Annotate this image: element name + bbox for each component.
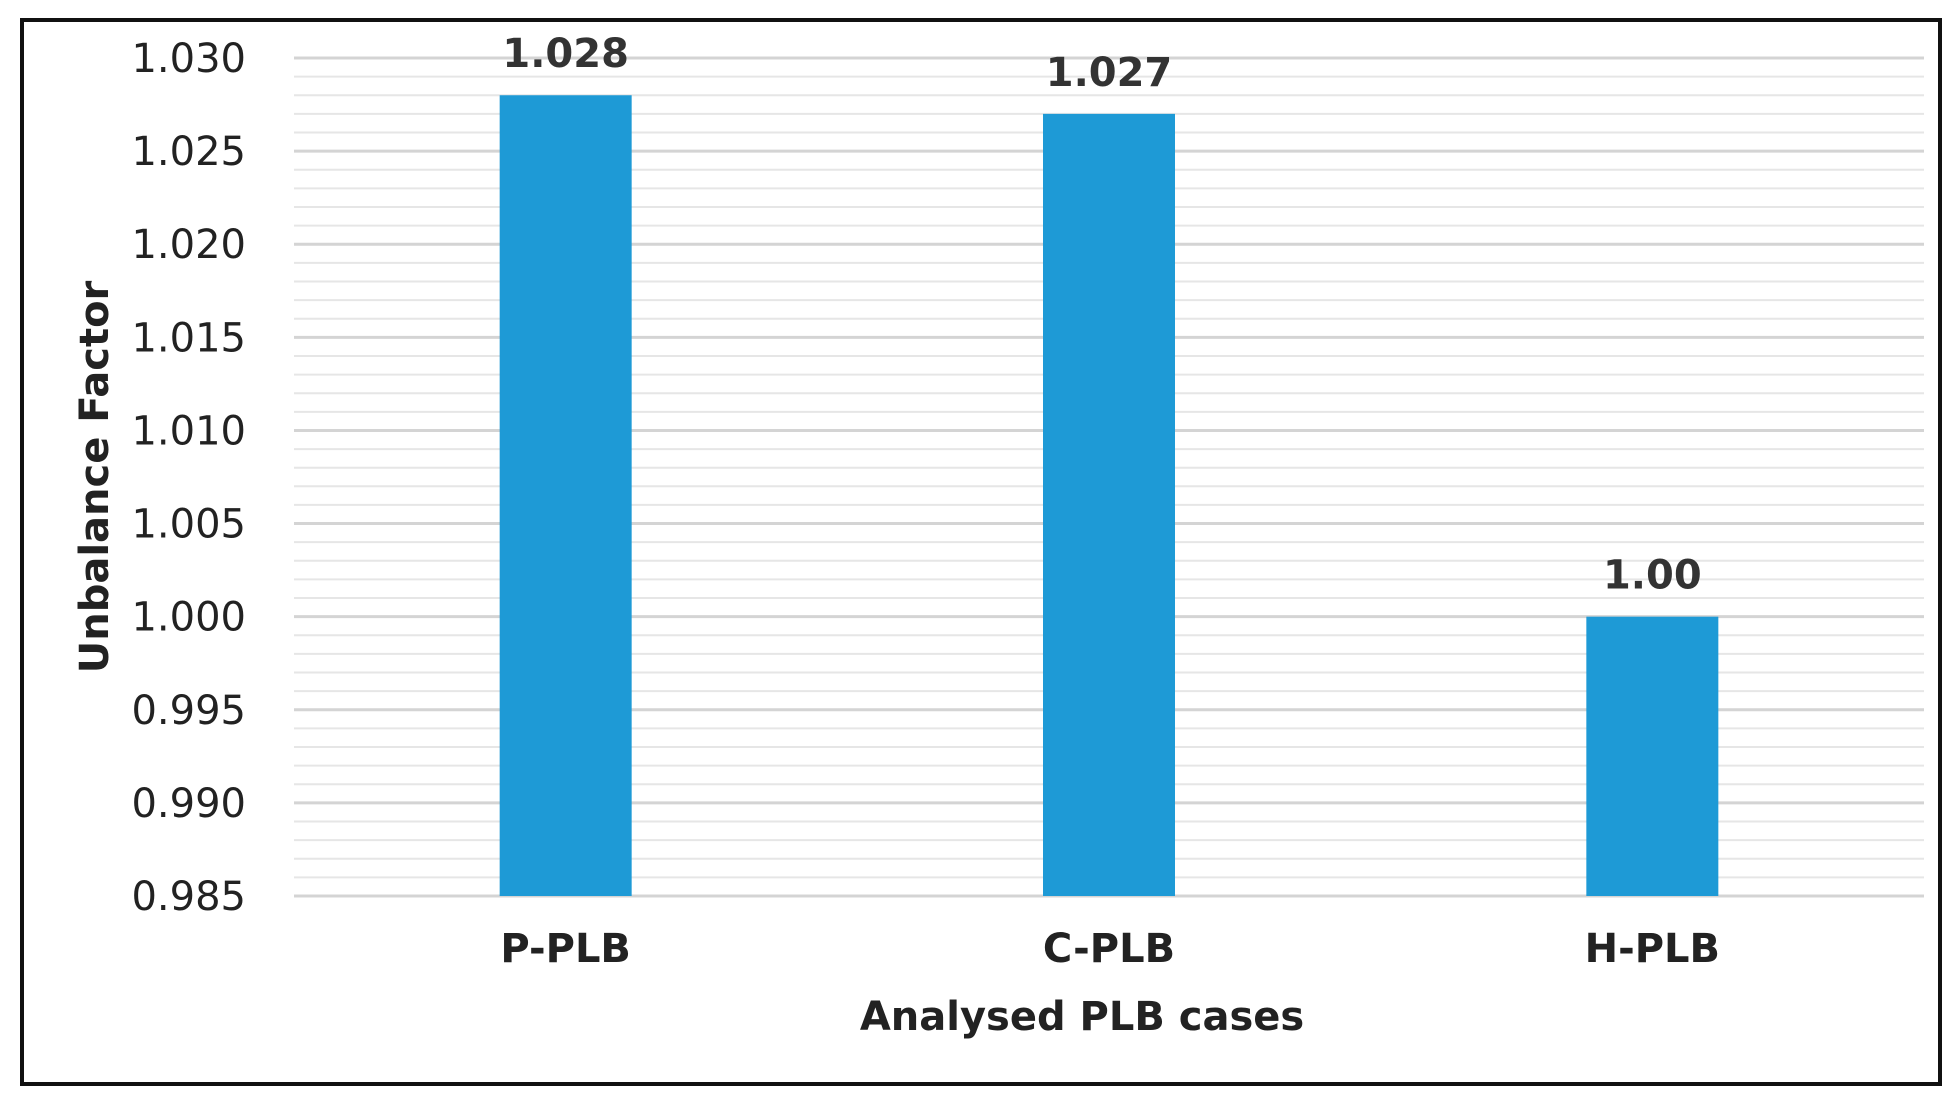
- y-tick-label: 1.000: [131, 595, 246, 641]
- bar-chart: 0.985 0.990 0.995 1.000 1.005 1.010 1.015 1.020…: [72, 31, 1924, 1040]
- x-axis-ticks: P-PLB C-PLB H-PLB: [500, 926, 1720, 972]
- y-tick-label: 1.025: [131, 129, 246, 175]
- data-labels: 1.028 1.027 1.00: [502, 31, 1701, 598]
- data-label: 1.028: [502, 31, 629, 77]
- data-label: 1.00: [1603, 553, 1702, 599]
- data-label: 1.027: [1046, 50, 1173, 96]
- bar-h-plb: [1586, 616, 1719, 896]
- x-tick-label: H-PLB: [1585, 926, 1720, 972]
- y-tick-label: 1.010: [131, 408, 246, 454]
- y-tick-label: 1.005: [131, 502, 246, 548]
- y-tick-label: 0.990: [131, 781, 246, 827]
- y-tick-label: 1.030: [131, 36, 246, 82]
- y-tick-label: 0.985: [131, 874, 246, 920]
- y-axis-title: Unbalance Factor: [72, 280, 118, 673]
- bar-c-plb: [1043, 113, 1175, 896]
- bar-p-plb: [499, 95, 632, 896]
- y-tick-label: 1.015: [131, 315, 246, 361]
- y-tick-label: 0.995: [131, 688, 246, 734]
- bars: [499, 95, 1719, 896]
- y-axis-ticks: 0.985 0.990 0.995 1.000 1.005 1.010 1.015 1.020…: [131, 36, 246, 920]
- chart-frame: 0.985 0.990 0.995 1.000 1.005 1.010 1.015 1.020…: [20, 18, 1942, 1086]
- x-tick-label: P-PLB: [500, 926, 631, 972]
- y-tick-label: 1.020: [131, 222, 246, 268]
- x-axis-title: Analysed PLB cases: [860, 994, 1304, 1040]
- x-tick-label: C-PLB: [1043, 926, 1175, 972]
